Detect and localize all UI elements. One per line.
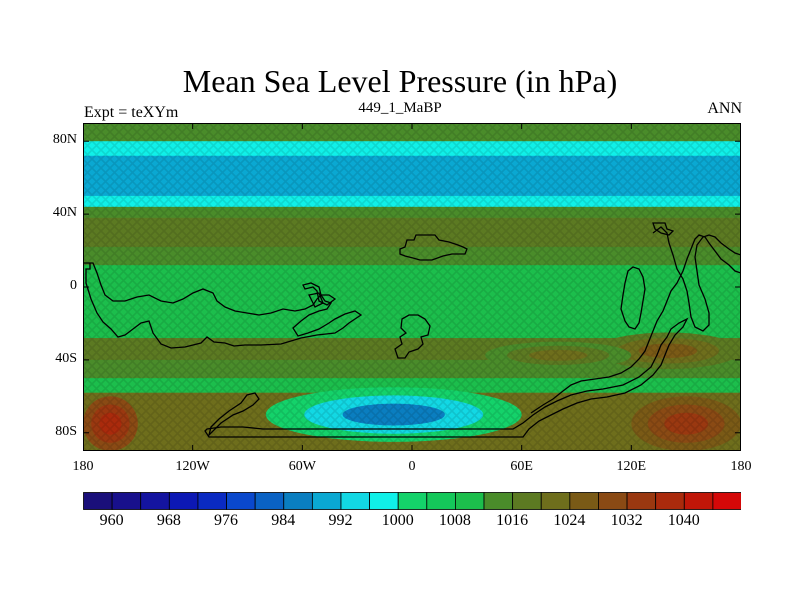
colorbar-box [426,492,456,510]
colorbar-tick-label: 984 [271,512,296,529]
plot-title: Mean Sea Level Pressure (in hPa) [182,63,618,99]
colorbar-box [512,492,542,510]
colorbar-tick-label: 976 [214,512,239,529]
latitude-tick-label: 40N [52,205,77,221]
colorbar-box [683,492,714,510]
colorbar-tick-label: 1024 [553,512,586,529]
colorbar-box [83,492,113,510]
longitude-tick-label: 180 [72,459,94,474]
coastline-island-south [308,292,324,308]
coastline-island-west [302,282,337,306]
colorbar-tick-label: 1008 [438,512,471,529]
latitude-tick-label: 0 [70,278,77,293]
latitude-tick-label: 40S [55,350,77,366]
colorbar-tick-label: 968 [156,512,181,529]
colorbar-box [311,492,342,510]
pressure-map [83,123,741,451]
coastline-north-africa [399,234,468,261]
colorbar-box [397,492,428,510]
colorbar-box [340,492,370,510]
colorbar-tick-label: 1040 [667,512,700,529]
colorbar-box [598,492,628,510]
colorbar-box [483,492,514,510]
colorbar-box [712,492,741,510]
colorbar-box [540,492,571,510]
coastlines [83,222,741,438]
colorbar-box [455,492,485,510]
coastline-antarctic-peninsula [207,392,260,438]
colorbar-box [168,492,199,510]
colorbar-box [140,492,170,510]
longitude-tick-label: 60W [288,459,316,474]
coastline-japan [652,222,675,236]
colorbar-box [283,492,313,510]
colorbar-tick-label: 960 [99,512,124,529]
colorbar-box [655,492,685,510]
season-label: ANN [707,100,742,117]
colorbar-boxes [83,492,741,510]
colorbar-tick-label: 1000 [381,512,414,529]
coastline-australia [620,266,646,330]
longitude-tick-label: 60E [510,459,533,474]
map-tick-marks [83,123,741,451]
colorbar-tick-label: 992 [328,512,353,529]
hatch-overlay [83,123,741,451]
colorbar-tick-label: 1016 [496,512,529,529]
colorbar-box [197,492,227,510]
longitude-tick-label: 120W [175,459,210,474]
coastline-indian-ocean-rim [530,234,741,414]
time-label: 449_1_MaBP [358,100,442,116]
colorbar-box [254,492,285,510]
coastline-east-asia [652,226,741,332]
longitude-tick-label: 0 [408,459,416,474]
coastline-south-america [83,262,363,349]
longitude-tick-label: 180 [730,459,752,474]
latitude-tick-label: 80N [52,132,77,148]
experiment-label: Expt = teXYm [84,104,179,121]
colorbar-box [569,492,599,510]
colorbar-box [369,492,399,510]
colorbar-box [226,492,256,510]
colorbar-box [626,492,657,510]
colorbar-box [111,492,142,510]
longitude-tick-label: 120E [616,459,647,474]
coastline-africa-south [394,314,431,359]
colorbar [83,492,741,510]
colorbar-tick-label: 1032 [610,512,643,529]
latitude-tick-label: 80S [55,423,77,439]
coastline-antarctica [204,317,689,438]
